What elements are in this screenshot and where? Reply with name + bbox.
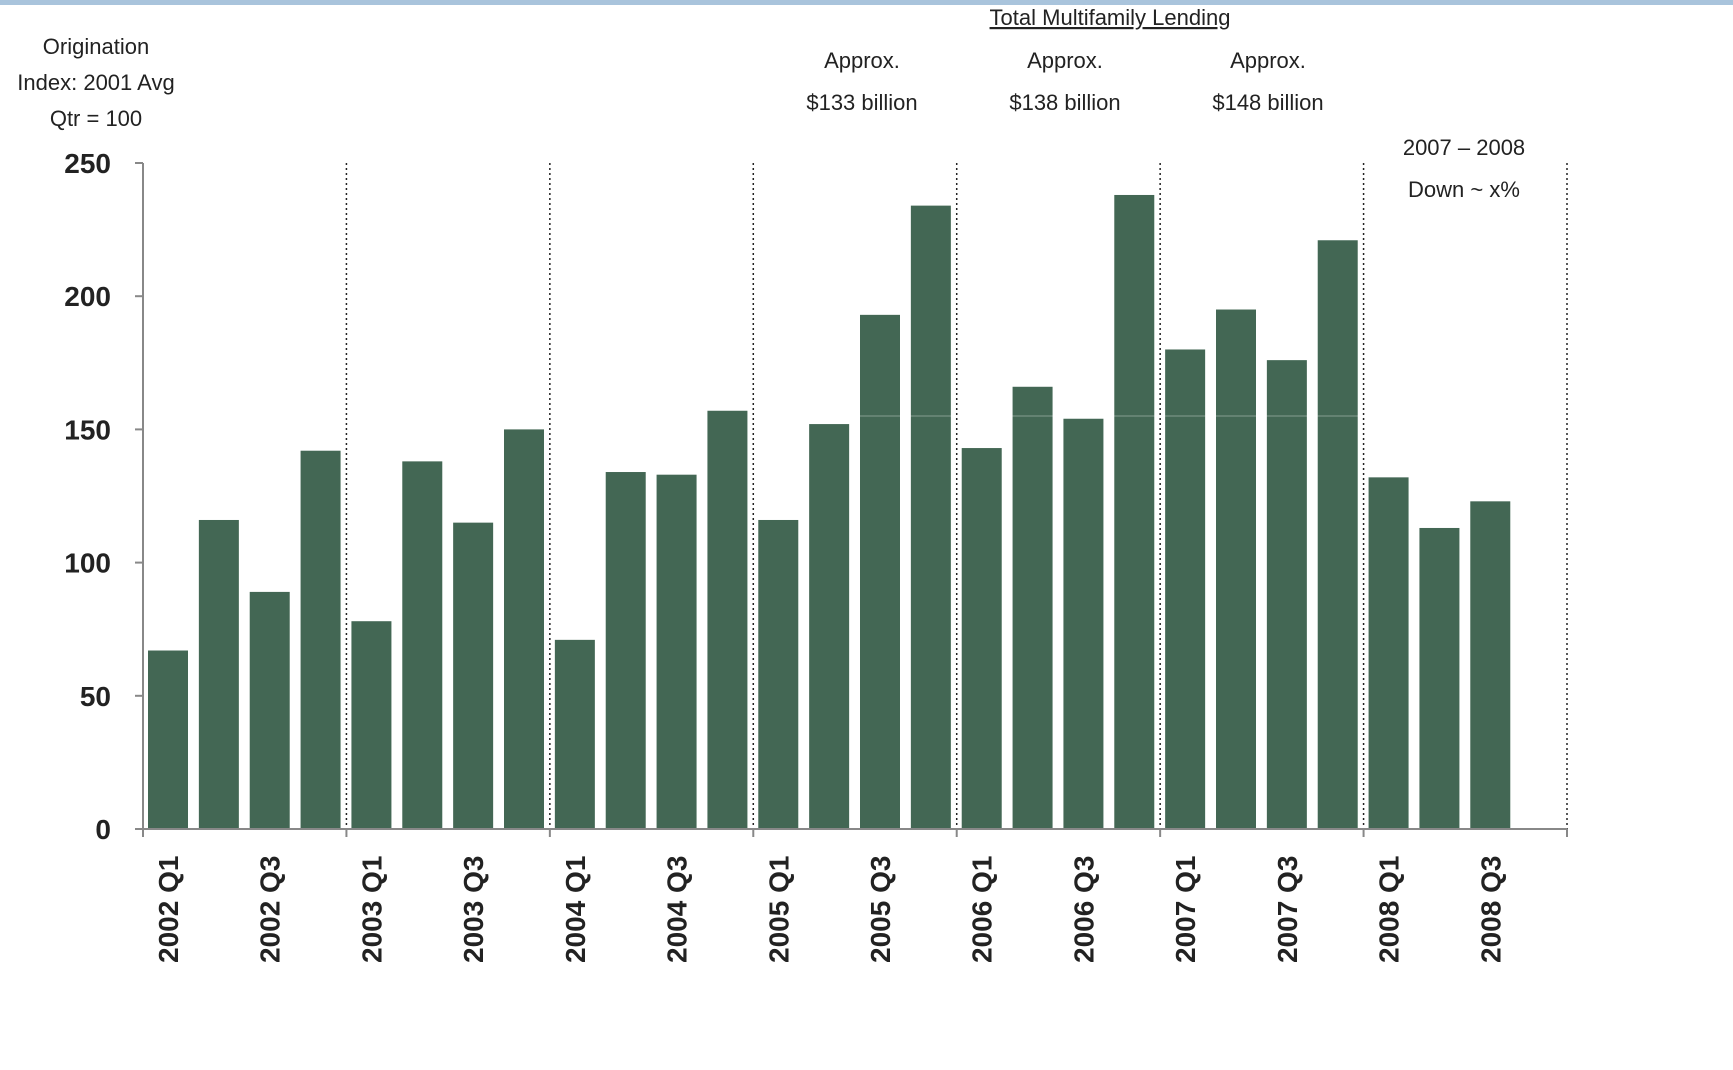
bar-2002-q2 (198, 519, 239, 829)
x-tick-label-2002-q1: 2002 Q1 (153, 856, 184, 963)
bar-2004-q4 (707, 410, 748, 829)
y-tick-label-250: 250 (64, 148, 111, 179)
y-tick-label-150: 150 (64, 414, 111, 445)
x-tick-label-2005-q1: 2005 Q1 (763, 856, 794, 963)
bar-2002-q1 (148, 650, 188, 829)
lending-header: Total Multifamily Lending (990, 5, 1231, 30)
approx-2007-label: Approx. (1230, 48, 1306, 73)
bar-2007-q1 (1165, 349, 1206, 829)
bars-group (148, 163, 1568, 830)
x-tick-label-2007-q3: 2007 Q3 (1272, 856, 1303, 963)
x-tick-label-2002-q3: 2002 Q3 (255, 856, 286, 963)
decline-note-line-1: 2007 – 2008 (1403, 135, 1525, 160)
x-tick-label-2008-q1: 2008 Q1 (1374, 856, 1405, 963)
approx-2006-value: $138 billion (1009, 90, 1120, 115)
x-tick-label-2003-q3: 2003 Q3 (458, 856, 489, 963)
y-axis-title-line-2: Index: 2001 Avg (17, 70, 174, 95)
bar-2005-q4 (910, 205, 951, 829)
y-tick-label-50: 50 (80, 681, 111, 712)
x-tick-label-2005-q3: 2005 Q3 (865, 856, 896, 963)
bar-2006-q3 (1063, 418, 1104, 829)
bar-2004-q2 (605, 472, 646, 829)
y-tick-label-200: 200 (64, 281, 111, 312)
y-tick-label-100: 100 (64, 548, 111, 579)
approx-2005-label: Approx. (824, 48, 900, 73)
bar-2002-q3 (249, 591, 290, 829)
bar-2005-q3 (860, 314, 900, 829)
bar-2007-q3 (1266, 360, 1307, 829)
bar-2004-q3 (656, 474, 697, 829)
bar-2003-q1 (351, 621, 392, 829)
bar-2005-q2 (809, 424, 850, 829)
bar-2006-q4 (1114, 194, 1155, 829)
x-tick-label-2007-q1: 2007 Q1 (1170, 856, 1201, 963)
bar-2003-q4 (504, 429, 544, 829)
x-tick-label-2004-q1: 2004 Q1 (560, 856, 591, 963)
bar-2004-q1 (554, 639, 595, 829)
bar-2008-q1 (1368, 477, 1409, 829)
x-tick-label-2006-q3: 2006 Q3 (1068, 856, 1099, 963)
x-tick-label-2006-q1: 2006 Q1 (967, 856, 998, 963)
approx-2006-label: Approx. (1027, 48, 1103, 73)
bar-2006-q1 (961, 448, 1002, 829)
y-tick-label-0: 0 (95, 814, 111, 845)
bar-2003-q2 (402, 461, 443, 829)
decline-note-line-2: Down ~ x% (1408, 177, 1520, 202)
approx-2005-value: $133 billion (806, 90, 917, 115)
x-tick-label-2004-q3: 2004 Q3 (662, 856, 693, 963)
approx-2007-value: $148 billion (1212, 90, 1323, 115)
x-tick-label-2003-q1: 2003 Q1 (356, 856, 387, 963)
bar-2007-q4 (1317, 240, 1358, 830)
y-axis: 0 50 100 150 200 250 (64, 148, 144, 845)
bar-2005-q1 (758, 519, 799, 829)
x-tick-label-2008-q3: 2008 Q3 (1475, 856, 1506, 963)
bar-2008-q3 (1470, 501, 1511, 829)
bar-2006-q2 (1012, 386, 1053, 829)
top-accent-bar (0, 0, 1733, 5)
bar-2003-q3 (453, 522, 494, 829)
x-axis: 2002 Q1 2002 Q3 2003 Q1 2003 Q3 2004 Q1 2004 … (142, 828, 1568, 963)
bar-2002-q4 (300, 450, 341, 829)
y-axis-title-line-1: Origination (43, 34, 149, 59)
bar-2008-q2 (1419, 527, 1460, 829)
bar-2007-q2 (1216, 309, 1256, 829)
y-axis-title-line-3: Qtr = 100 (50, 106, 142, 131)
